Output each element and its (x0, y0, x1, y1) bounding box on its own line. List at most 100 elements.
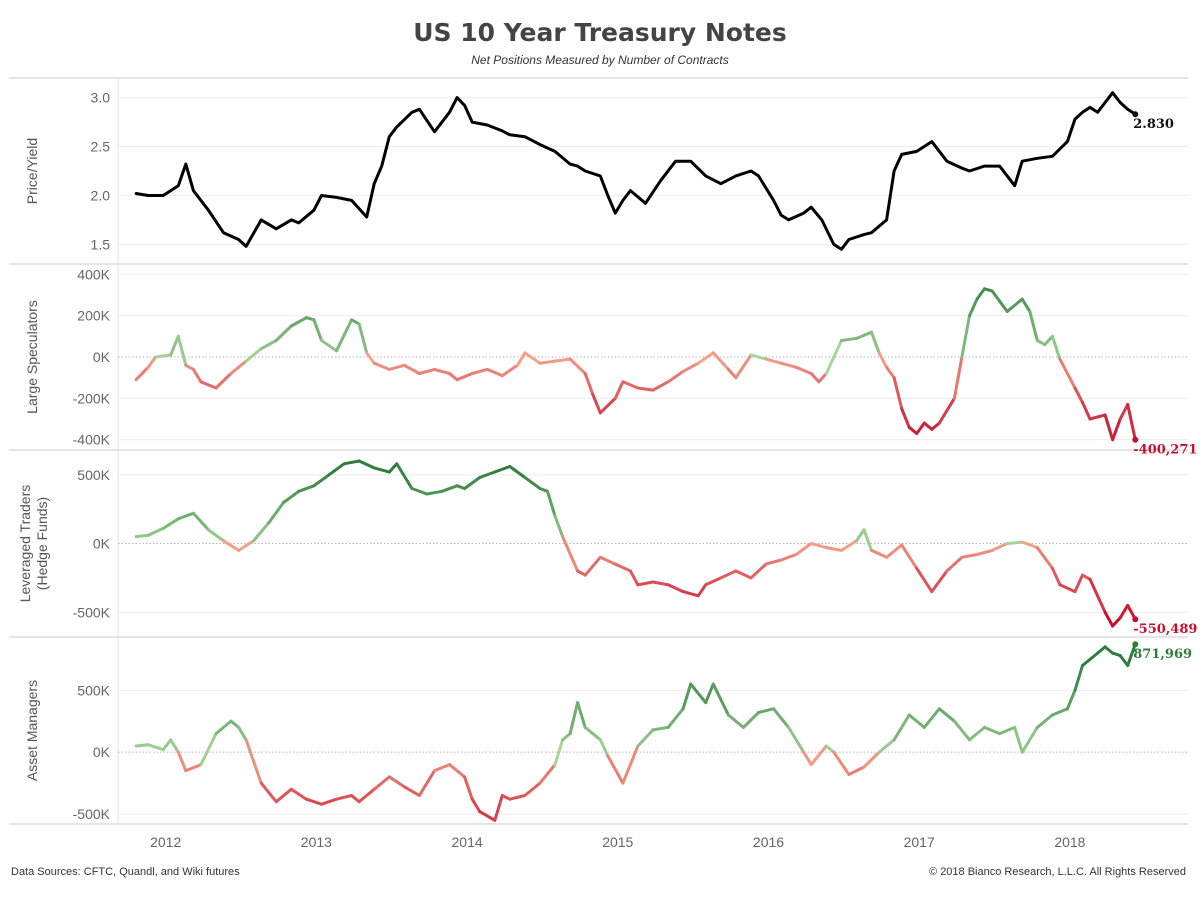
panel-3-series-segment-42 (651, 725, 670, 732)
panel-3-series-segment-56 (832, 750, 851, 776)
panel-1-series-segment-6 (191, 367, 203, 384)
panel-1-series-segment-71 (975, 287, 986, 301)
panel-2-series-segment-61 (960, 553, 979, 559)
panel-1-series-segment-45 (696, 351, 715, 365)
panel-3-series-segment-11 (259, 781, 278, 804)
panel-1-series-segment-48 (734, 353, 753, 380)
panel-2-series-segment-53 (855, 528, 866, 543)
panel-3-series-segment-27 (478, 810, 497, 822)
panel-2-series-segment-10 (267, 500, 286, 525)
panel-2-series-segment-39 (651, 580, 670, 587)
data-sources-footnote: Data Sources: CFTC, Quandl, and Wiki fut… (11, 866, 240, 878)
panel-1-series-segment-13 (289, 316, 308, 328)
panel-3-series-segment-34 (561, 732, 572, 742)
panel-3-series-segment-18 (357, 787, 376, 804)
panel-1-series-segment-26 (448, 372, 459, 382)
panel-1-tick-label-1: -200K (73, 390, 111, 406)
panel-3-tick-label-1: 0K (93, 744, 111, 760)
panel-3-tick-label-0: -500K (73, 806, 111, 822)
panel-3-series-segment-31 (523, 781, 542, 797)
panel-2-series-segment-6 (206, 528, 225, 543)
panel-1-series-segment-74 (1005, 297, 1024, 313)
panel-1-series-segment-58 (870, 330, 881, 355)
panel-2-end-label: -550,489 (1133, 622, 1197, 637)
panel-2-series-segment-55 (870, 548, 889, 559)
panel-1-series-segment-9 (229, 359, 248, 375)
panel-1-series-segment-50 (764, 357, 783, 365)
panel-3-series-segment-0 (134, 743, 150, 748)
panel-3-series-segment-51 (772, 707, 791, 729)
panel-3-series-segment-28 (493, 794, 504, 822)
panel-2-series-segment-51 (824, 546, 843, 552)
panel-3-y-axis-label: Asset Managers (24, 680, 40, 781)
panel-1-series-segment-33 (538, 359, 557, 365)
panel-1-series-segment-21 (372, 361, 391, 371)
panel-3-series-segment-74 (1081, 651, 1100, 667)
panel-1-series-segment-73 (990, 289, 1009, 313)
panel-0-tick-label-3: 3.0 (91, 90, 111, 106)
panel-1-series-segment-39 (613, 380, 625, 400)
panel-3-series-segment-43 (666, 707, 685, 729)
panel-3-series-segment-14 (304, 797, 323, 806)
panel-3-series-segment-37 (583, 725, 602, 742)
panel-1-series-segment-55 (824, 339, 843, 375)
panel-3-series-segment-17 (350, 794, 361, 804)
panel-2-series-segment-57 (900, 543, 919, 570)
panel-1-series-segment-76 (1028, 310, 1039, 342)
panel-1-series-segment-46 (711, 351, 730, 371)
panel-2-series-segment-58 (915, 566, 934, 594)
panel-2-series-segment-48 (779, 553, 798, 562)
panel-3-series-segment-50 (757, 707, 776, 714)
panel-2-tick-label-2: 500K (77, 467, 110, 483)
panel-2-series-segment-67 (1050, 566, 1062, 587)
panel-3-series-segment-48 (726, 713, 745, 729)
panel-3-end-label: 871,969 (1133, 647, 1192, 662)
panel-2-series-segment-63 (990, 542, 1009, 552)
panel-3-series-segment-73 (1073, 664, 1084, 692)
panel-3-series-segment-60 (892, 713, 911, 742)
panel-2-series-segment-11 (282, 489, 301, 504)
panel-2-series-segment-0 (134, 533, 150, 539)
panel-0-tick-label-0: 1.5 (91, 236, 111, 252)
chart-subtitle: Net Positions Measured by Number of Cont… (471, 53, 729, 67)
panel-1-series-segment-12 (274, 324, 293, 342)
panel-1-series-segment-29 (485, 367, 504, 378)
panel-1-end-point (1132, 436, 1139, 443)
panel-3-series-segment-76 (1103, 645, 1115, 655)
panel-2-series-segment-9 (252, 521, 271, 543)
panel-1-series-segment-65 (922, 421, 934, 431)
panel-3-series-segment-46 (704, 682, 715, 705)
panel-3-series-segment-32 (538, 763, 557, 785)
panel-2-series-segment-74 (1118, 603, 1130, 620)
panel-3-series-segment-4 (176, 750, 188, 773)
panel-3-series-segment-26 (470, 797, 482, 814)
panel-1-series-segment-0 (134, 365, 150, 382)
panel-2-series-segment-27 (508, 465, 527, 479)
panel-2-series-segment-1 (146, 526, 165, 537)
panel-3-series-segment-30 (508, 794, 527, 801)
panel-0-end-label: 2.830 (1133, 117, 1174, 132)
panel-1-series-segment-47 (726, 367, 738, 380)
panel-2-series-segment-7 (222, 539, 241, 552)
panel-2-series-segment-68 (1058, 583, 1077, 594)
chart-title: US 10 Year Treasury Notes (413, 18, 787, 47)
panel-3-end-point (1132, 641, 1139, 648)
panel-2-series-segment-44 (719, 569, 738, 580)
panel-1-series-segment-31 (515, 351, 527, 367)
panel-3-series-segment-23 (433, 763, 451, 773)
panel-2-series-segment-60 (945, 555, 964, 573)
panel-3-series-segment-45 (689, 682, 708, 705)
panel-3-series-segment-33 (553, 738, 565, 767)
panel-3-series-segment-68 (1013, 725, 1024, 754)
panel-1-series-segment-64 (915, 421, 926, 435)
panel-2-series-segment-64 (1005, 540, 1024, 545)
panel-1-series-segment-4 (176, 334, 188, 367)
panel-2-series-segment-12 (297, 484, 316, 493)
panel-2-tick-label-0: -500K (73, 604, 111, 620)
panel-1-series-segment-32 (523, 351, 542, 365)
panel-2-end-point (1132, 616, 1139, 623)
panel-3-series-segment-65 (968, 725, 986, 742)
panel-1-series-segment-35 (568, 357, 587, 375)
panel-1-series-segment-69 (960, 314, 971, 359)
panel-1-series-segment-22 (387, 363, 406, 371)
